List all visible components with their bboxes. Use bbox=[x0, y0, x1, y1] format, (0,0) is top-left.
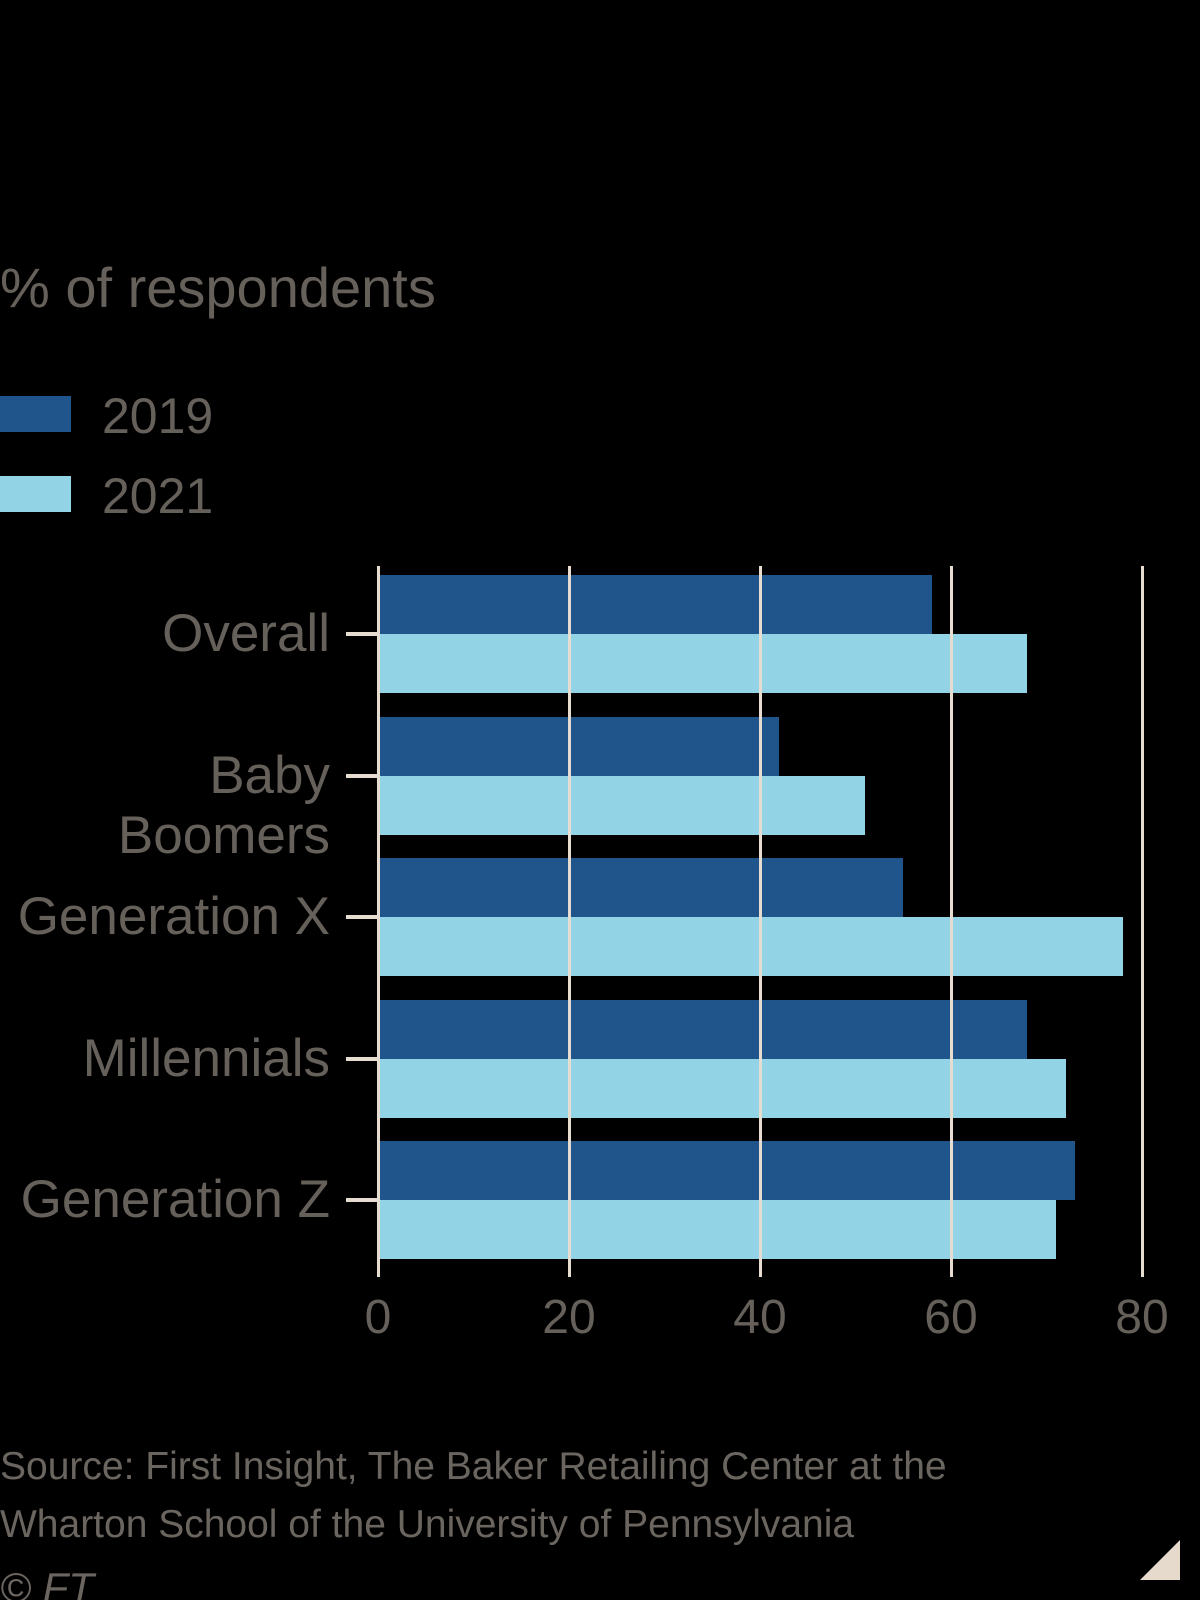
axis-tick-0 bbox=[376, 1259, 380, 1277]
category-tick-baby-boomers bbox=[346, 773, 378, 778]
bar-2021-generation-x bbox=[378, 917, 1123, 976]
legend-swatch-2019 bbox=[0, 396, 71, 432]
category-label-overall: Overall bbox=[162, 604, 330, 663]
category-label-baby-boomers: Baby Boomers bbox=[117, 745, 330, 865]
bar-2021-baby-boomers bbox=[378, 775, 865, 835]
ft-corner-fold-icon bbox=[1140, 1540, 1180, 1580]
bar-2019-generation-z bbox=[378, 1141, 1076, 1200]
gridline-80 bbox=[1140, 566, 1144, 1259]
axis-tick-80 bbox=[1140, 1259, 1144, 1277]
axis-tick-60 bbox=[949, 1259, 953, 1277]
category-tick-overall bbox=[346, 632, 378, 636]
gridline-20 bbox=[567, 566, 571, 1259]
bar-2019-overall bbox=[378, 575, 932, 634]
category-label-millennials: Millennials bbox=[82, 1028, 330, 1088]
bar-2019-generation-x bbox=[378, 858, 904, 917]
bar-2019-millennials bbox=[378, 999, 1028, 1059]
x-tick-label-20: 20 bbox=[542, 1291, 596, 1344]
bar-2021-overall bbox=[378, 634, 1028, 693]
axis-tick-40 bbox=[758, 1259, 762, 1277]
category-tick-generation-z bbox=[346, 1198, 378, 1202]
bar-2019-baby-boomers bbox=[378, 716, 780, 776]
bar-2021-millennials bbox=[378, 1058, 1066, 1118]
gridline-0 bbox=[376, 566, 380, 1259]
category-label-generation-x: Generation X bbox=[17, 887, 330, 946]
legend-label-2019: 2019 bbox=[102, 388, 214, 444]
category-tick-millennials bbox=[346, 1056, 378, 1061]
legend-label-2021: 2021 bbox=[102, 468, 214, 524]
x-tick-label-60: 60 bbox=[924, 1291, 978, 1344]
category-label-generation-z: Generation Z bbox=[20, 1170, 330, 1229]
source-note-line-2: Wharton School of the University of Penn… bbox=[0, 1503, 855, 1546]
bar-2021-generation-z bbox=[378, 1200, 1056, 1259]
legend-swatch-2021 bbox=[0, 476, 71, 512]
gridline-40 bbox=[758, 566, 762, 1259]
x-tick-label-80: 80 bbox=[1115, 1291, 1169, 1344]
category-tick-generation-x bbox=[346, 915, 378, 919]
gridline-60 bbox=[949, 566, 953, 1259]
chart-subtitle: % of respondents bbox=[0, 256, 436, 319]
ft-copyright: © FT bbox=[0, 1564, 94, 1600]
x-tick-label-0: 0 bbox=[364, 1291, 392, 1344]
x-tick-label-40: 40 bbox=[733, 1291, 787, 1344]
source-note-line-1: Source: First Insight, The Baker Retaili… bbox=[0, 1445, 947, 1488]
axis-tick-20 bbox=[567, 1259, 571, 1277]
